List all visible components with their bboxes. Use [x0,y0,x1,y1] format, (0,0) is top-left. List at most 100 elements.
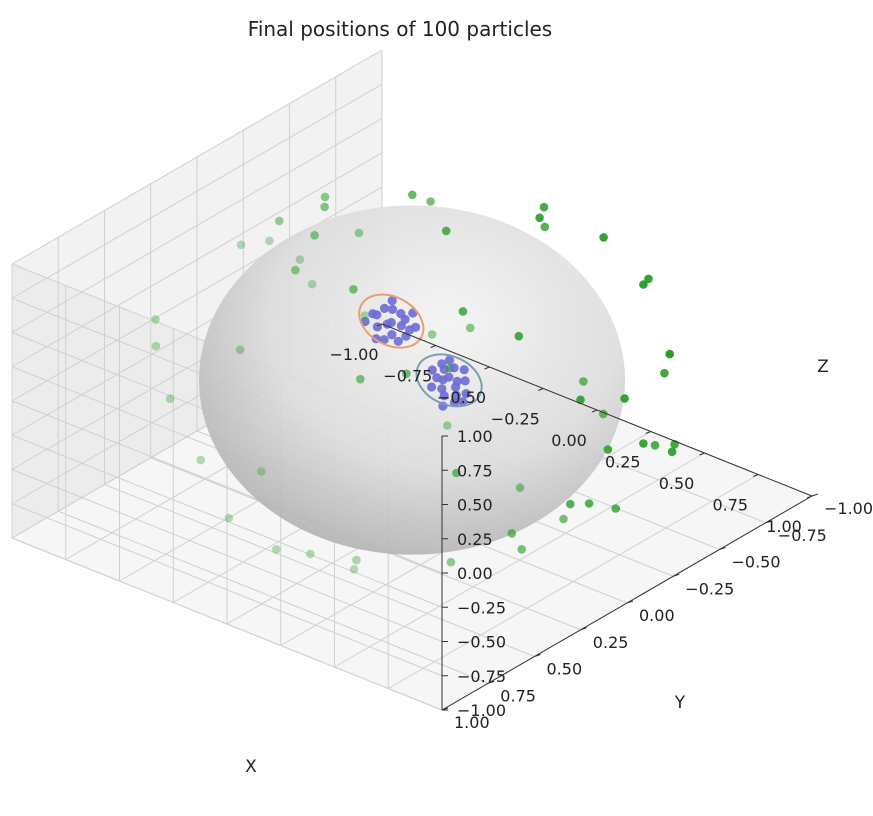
y-tick-label: −1.00 [824,499,873,518]
x-tick [699,452,705,456]
particle-point [535,213,544,223]
particle-point [320,192,330,202]
cluster-particle-point [437,384,447,394]
cluster-particle-point [372,310,382,320]
particle-point [441,226,451,236]
y-tick [534,654,541,657]
z-tick-label: 0.50 [457,496,493,515]
particle-point [514,331,524,341]
particle-point [349,285,358,294]
y-tick [811,493,819,497]
cluster-particle-point [411,322,421,332]
x-tick-label: 1.00 [766,517,802,536]
y-tick [580,627,587,631]
particle-point [458,307,468,316]
particle-point [515,483,525,493]
particle-point [151,341,161,351]
particle-point [272,545,281,554]
y-tick-label: 0.00 [639,606,675,625]
particle-point [224,513,234,523]
cluster-particle-point [427,365,437,375]
x-tick-label: −0.75 [383,367,432,386]
particle-point [352,555,361,565]
particle-point [620,394,629,403]
particle-point [540,222,550,232]
x-tick-label: −0.50 [437,388,486,407]
particle-point [235,345,245,355]
cluster-particle-point [452,376,462,386]
particle-point [665,349,674,359]
particle-point [265,236,274,246]
particle-point [427,330,437,339]
y-tick-label: −0.50 [732,553,781,572]
y-tick-label: −0.75 [778,526,827,545]
y-tick-label: 1.00 [454,713,490,732]
x-tick [376,323,383,327]
y-tick [626,600,634,604]
cluster-particle-point [461,389,471,399]
particle-point [275,216,284,226]
particle-point [349,565,359,574]
z-tick-label: 0.75 [457,461,493,480]
grid-line [334,452,705,668]
particle-point [507,529,517,538]
particle-point [402,369,411,379]
y-tick [765,520,772,524]
particle-point [165,394,175,404]
cluster-particle-point [393,336,403,346]
particle-point [466,323,475,333]
particle-point [426,197,435,206]
cluster-particle-point [387,330,397,340]
x-tick [430,345,436,348]
particle-point [584,499,594,508]
grid-line [11,83,383,299]
particle-point [660,368,669,378]
x-tick [538,388,544,391]
sphere-body [199,205,625,555]
particle-point [320,202,329,212]
x-tick-label: 0.50 [659,474,695,493]
x-tick-label: 0.25 [605,453,641,472]
y-tick [673,573,680,577]
particle-point [599,233,608,242]
particle-point [559,514,568,524]
y-tick-label: 0.25 [593,633,629,652]
cluster-particle-point [449,363,459,373]
particle-point [576,395,585,405]
particle-point [639,439,648,448]
axes-lines [376,323,819,711]
particle-point [639,280,648,289]
particle-point [579,377,588,386]
particle-point [539,202,549,212]
cluster-particle-point [379,303,390,313]
grid-line [11,49,383,265]
cluster-particle-point [444,355,455,365]
z-tick-label: 0.00 [457,564,493,583]
particle-point [196,455,205,465]
particle-points [151,190,679,574]
x-tick-label: 0.75 [712,496,748,515]
particle-point [566,499,575,509]
cluster-ring [358,293,425,349]
particle-point [667,447,677,457]
particle-point [310,231,319,240]
particle-point [257,467,266,476]
particle-point [307,279,317,289]
z-tick-label: −0.75 [457,667,506,686]
particle-point [611,504,620,513]
x-tick [806,495,813,499]
cluster-particle-point [372,322,382,332]
grid-line [58,510,489,684]
z-tick-label: 1.00 [457,427,493,446]
cluster-particle-point [386,317,396,328]
z-axis-label: Z [817,357,829,377]
cluster-particle-point [387,296,397,306]
particle-point [236,240,246,250]
cluster-particle-point [460,376,470,386]
y-axis-label: Y [674,693,686,713]
grid-line [11,118,383,333]
x-axis-label: X [245,757,257,777]
cluster-particle-point [459,365,469,375]
particle-point [356,374,365,384]
